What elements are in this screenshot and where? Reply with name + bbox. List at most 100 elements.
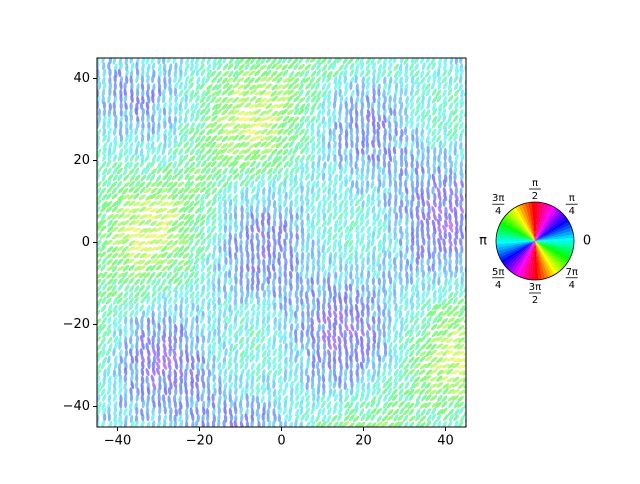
ellipse	[404, 160, 409, 169]
ellipse	[438, 140, 443, 149]
ellipse	[298, 97, 306, 104]
ellipse	[171, 181, 178, 188]
ellipse	[174, 387, 178, 396]
ellipse	[295, 224, 299, 233]
ellipse	[262, 198, 266, 208]
ellipse	[253, 154, 261, 161]
ellipse	[381, 206, 386, 215]
ellipse	[156, 102, 160, 111]
ellipse	[183, 205, 190, 213]
ellipse	[145, 101, 150, 111]
ellipse	[343, 239, 350, 248]
ellipse	[232, 75, 239, 83]
ellipse	[251, 193, 256, 202]
ellipse	[248, 77, 255, 84]
ellipse	[162, 101, 167, 111]
ellipse	[232, 90, 241, 95]
ellipse	[212, 58, 217, 66]
ellipse	[268, 428, 271, 437]
ellipse	[266, 374, 270, 384]
ellipse	[392, 134, 397, 143]
ellipse	[372, 88, 376, 97]
ellipse	[315, 76, 322, 84]
ellipse	[113, 49, 117, 58]
ellipse	[205, 217, 210, 227]
ellipse	[383, 199, 387, 209]
ellipse	[383, 133, 387, 143]
ellipse	[338, 200, 344, 208]
ellipse	[282, 251, 287, 260]
ellipse	[129, 128, 134, 138]
ellipse	[233, 63, 240, 71]
ellipse	[316, 62, 322, 70]
ellipse	[260, 70, 268, 78]
ellipse	[140, 82, 145, 91]
ellipse	[99, 245, 107, 252]
ellipse	[264, 91, 273, 96]
ellipse	[372, 186, 377, 195]
ellipse	[275, 64, 283, 70]
ellipse	[437, 277, 441, 286]
ellipse	[246, 211, 250, 221]
ellipse	[101, 213, 106, 221]
ellipse	[306, 374, 310, 384]
ellipse	[135, 88, 140, 98]
ellipse	[283, 224, 287, 233]
ellipse	[289, 173, 294, 182]
ellipse	[409, 69, 415, 77]
ellipse	[177, 75, 183, 83]
ellipse	[317, 109, 322, 118]
ellipse	[221, 103, 228, 110]
ellipse	[415, 269, 420, 279]
ellipse	[299, 115, 305, 123]
ellipse	[228, 374, 232, 384]
ellipse	[217, 187, 223, 195]
ellipse	[372, 159, 376, 169]
ellipse	[426, 232, 431, 241]
ellipse	[382, 159, 387, 169]
ellipse	[234, 276, 238, 285]
ellipse	[388, 95, 392, 104]
ellipse	[306, 186, 310, 195]
ellipse	[122, 227, 131, 232]
ellipse	[155, 221, 164, 227]
ellipse	[199, 205, 205, 214]
ellipse	[155, 245, 164, 251]
ellipse	[138, 181, 146, 189]
ellipse	[288, 237, 293, 246]
ellipse	[138, 194, 146, 201]
ellipse	[119, 121, 123, 130]
ellipse	[315, 96, 321, 104]
ellipse	[188, 238, 194, 247]
ellipse	[436, 218, 441, 227]
ellipse	[243, 148, 251, 154]
ellipse	[138, 233, 147, 238]
ellipse	[167, 186, 173, 194]
ellipse	[338, 133, 342, 143]
ellipse	[172, 49, 178, 58]
ellipse	[377, 239, 382, 248]
x-tick-label: 40	[437, 434, 454, 449]
ellipse	[194, 239, 201, 247]
ellipse	[316, 58, 322, 65]
ellipse	[316, 231, 321, 240]
ellipse	[377, 101, 381, 110]
ellipse	[376, 231, 381, 240]
ellipse	[275, 84, 284, 90]
ellipse	[322, 212, 327, 222]
ellipse	[249, 167, 256, 174]
ellipse	[371, 166, 376, 175]
ellipse	[130, 62, 135, 71]
ellipse	[453, 89, 460, 97]
ellipse	[420, 159, 424, 169]
ellipse	[249, 296, 254, 305]
ellipse	[432, 115, 438, 124]
ellipse	[229, 257, 233, 266]
ellipse	[273, 238, 277, 247]
ellipse	[465, 192, 466, 202]
ellipse	[327, 62, 334, 71]
ellipse	[217, 154, 224, 161]
ellipse	[288, 135, 295, 142]
ellipse	[188, 188, 195, 194]
ellipse	[300, 264, 305, 273]
